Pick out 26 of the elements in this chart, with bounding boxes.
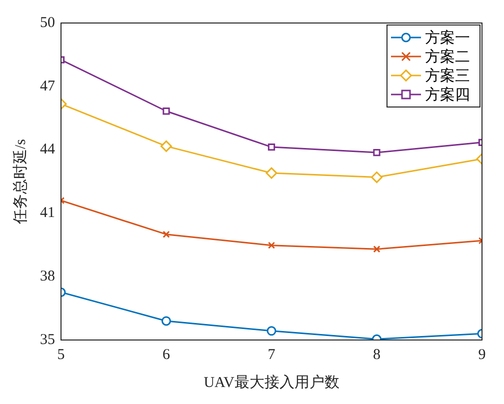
legend-label: 方案一 bbox=[425, 29, 470, 46]
x-tick-label: 6 bbox=[162, 346, 170, 363]
y-tick-label: 35 bbox=[40, 332, 55, 348]
x-tick-label: 5 bbox=[57, 346, 65, 363]
point bbox=[266, 167, 278, 179]
point bbox=[268, 143, 276, 151]
y-tick-label: 50 bbox=[40, 14, 55, 31]
y-tick-label: 38 bbox=[40, 268, 55, 285]
point bbox=[162, 230, 170, 238]
point bbox=[373, 148, 380, 156]
x-axis-title: UAV最大接入用户数 bbox=[204, 374, 340, 391]
point bbox=[371, 172, 382, 184]
point bbox=[373, 246, 380, 253]
x-tick-label: 7 bbox=[268, 346, 276, 363]
y-tick-label: 41 bbox=[40, 205, 55, 222]
point bbox=[162, 108, 170, 115]
point bbox=[160, 140, 172, 152]
legend-label: 方案二 bbox=[425, 48, 470, 66]
point bbox=[268, 242, 276, 249]
x-tick-label: 9 bbox=[478, 346, 486, 363]
y-axis-title: 任务总时延/s bbox=[12, 138, 29, 226]
legend-label: 方案三 bbox=[425, 67, 470, 84]
y-tick-label: 47 bbox=[40, 78, 56, 94]
y-tick-label: 44 bbox=[40, 142, 56, 158]
x-tick-label: 8 bbox=[373, 346, 380, 363]
legend-label: 方案四 bbox=[425, 86, 470, 104]
